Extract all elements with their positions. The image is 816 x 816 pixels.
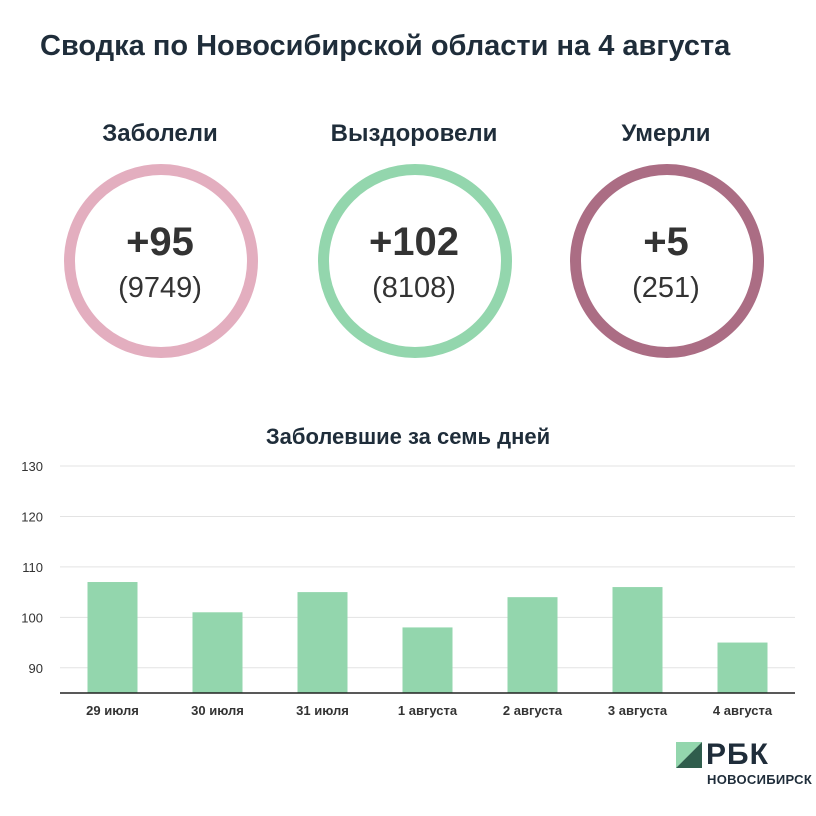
bar <box>87 582 138 693</box>
bar-chart: 90 100 110 120 130 29 июля 30 июля 31 июля 1 авг… <box>21 459 795 718</box>
stat-delta: +5 <box>643 220 689 264</box>
stat-recovered: Выздоровели +102 (8108) <box>294 120 534 380</box>
page-title: Сводка по Новосибирской области на 4 авг… <box>40 30 731 62</box>
bar <box>717 642 768 693</box>
rbc-logo-icon <box>676 742 702 768</box>
x-tick-label: 4 августа <box>713 703 773 718</box>
stat-delta: +95 <box>126 220 194 264</box>
ring-icon <box>570 164 764 358</box>
stat-total: (9749) <box>118 272 202 304</box>
chart-title: Заболевшие за семь дней <box>265 424 551 449</box>
x-tick-label: 2 августа <box>503 703 563 718</box>
stat-label: Выздоровели <box>330 120 498 147</box>
brand-subtitle: НОВОСИБИРСК <box>707 772 813 787</box>
stat-total: (251) <box>632 272 700 304</box>
bar <box>507 597 558 693</box>
stat-total: (8108) <box>372 272 456 304</box>
x-tick-label: 30 июля <box>191 703 244 718</box>
y-tick-label: 120 <box>21 509 43 524</box>
x-tick-label: 31 июля <box>296 703 349 718</box>
ring-icon <box>318 164 512 358</box>
x-tick-label: 1 августа <box>398 703 458 718</box>
y-tick-label: 110 <box>22 560 43 575</box>
y-tick-label: 100 <box>21 610 43 625</box>
y-tick-label: 90 <box>29 661 43 676</box>
stat-label: Заболели <box>102 120 218 147</box>
stat-delta: +102 <box>368 220 460 264</box>
x-tick-label: 29 июля <box>86 703 139 718</box>
ring-icon <box>64 164 258 358</box>
bar <box>192 612 243 693</box>
bar <box>297 592 348 693</box>
y-tick-label: 130 <box>21 459 43 474</box>
x-tick-label: 3 августа <box>608 703 668 718</box>
stat-infected: Заболели +95 (9749) <box>40 120 280 380</box>
bar <box>402 627 453 693</box>
brand-logo: РБК <box>706 738 769 771</box>
stat-label: Умерли <box>621 120 711 147</box>
bar <box>612 587 663 693</box>
stat-deaths: Умерли +5 (251) <box>546 120 786 380</box>
